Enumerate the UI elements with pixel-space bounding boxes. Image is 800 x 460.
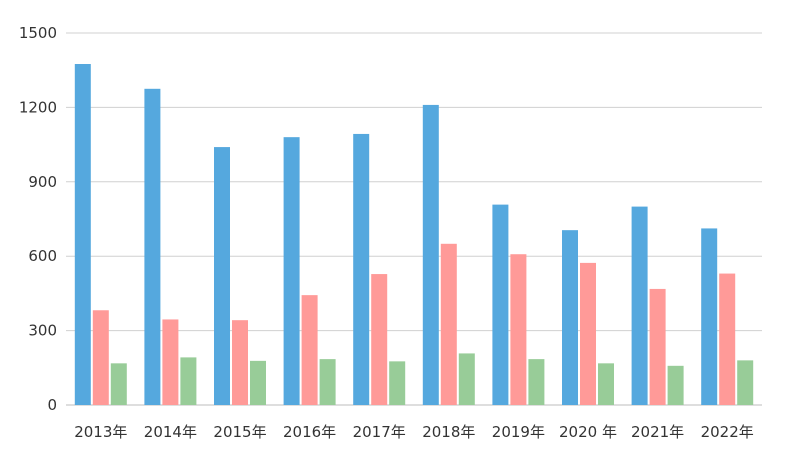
x-tick-label: 2020 年 — [559, 423, 617, 441]
y-tick-label: 1200 — [19, 98, 57, 116]
bar-series-1-7 — [562, 230, 578, 405]
bar-series-3-0 — [110, 363, 127, 405]
bar-series-2-3 — [301, 295, 318, 405]
x-tick-label: 2016年 — [283, 423, 336, 441]
x-tick-label: 2013年 — [74, 423, 127, 441]
bar-series-2-5 — [440, 243, 457, 405]
bar-series-2-6 — [510, 254, 527, 405]
bar-series-3-1 — [180, 357, 197, 405]
bar-series-1-3 — [283, 137, 300, 405]
bar-series-2-8 — [649, 288, 666, 405]
x-tick-label: 2021年 — [631, 423, 684, 441]
bar-series-1-8 — [631, 206, 648, 405]
bar-series-3-7 — [598, 363, 614, 405]
x-tick-label: 2022年 — [701, 423, 754, 441]
bar-series-1-5 — [422, 104, 439, 406]
x-axis-ticks: 2013年 2014年 2015年 2016年 2017年 2018年 2019年 2020 … — [74, 423, 754, 441]
x-tick-label: 2014年 — [144, 423, 197, 441]
bar-series-3-5 — [458, 353, 475, 405]
bar-series-1-4 — [353, 133, 370, 405]
bar-series-2-4 — [371, 274, 388, 405]
bar-series-2-7 — [580, 262, 596, 405]
bar-series-2-2 — [232, 320, 248, 405]
y-tick-label: 1500 — [19, 24, 57, 42]
y-tick-label: 300 — [28, 322, 57, 340]
bar-series-2-9 — [719, 273, 736, 405]
x-tick-label: 2017年 — [353, 423, 406, 441]
bar-series-3-4 — [389, 361, 406, 405]
y-tick-label: 600 — [28, 247, 57, 265]
bar-series-3-6 — [528, 359, 545, 405]
y-tick-label: 900 — [28, 173, 57, 191]
bar-series-1-0 — [74, 64, 91, 405]
bar-series-2-0 — [92, 310, 109, 405]
bar-series-2-1 — [162, 319, 179, 405]
x-tick-label: 2018年 — [422, 423, 475, 441]
bar-series-3-8 — [667, 365, 684, 405]
bar-series-1-9 — [701, 228, 718, 405]
bar-series-1-1 — [144, 88, 161, 406]
x-tick-label: 2015年 — [213, 423, 266, 441]
y-axis-ticks: 0 300 600 900 1200 1500 — [19, 24, 57, 414]
bar-series-1-2 — [214, 147, 230, 405]
bar-series-3-3 — [319, 359, 336, 405]
bar-series-1-6 — [492, 204, 509, 405]
bars — [74, 64, 754, 406]
y-tick-label: 0 — [47, 396, 57, 414]
bar-series-3-2 — [250, 360, 266, 405]
bar-series-3-9 — [737, 360, 754, 405]
x-tick-label: 2019年 — [492, 423, 545, 441]
